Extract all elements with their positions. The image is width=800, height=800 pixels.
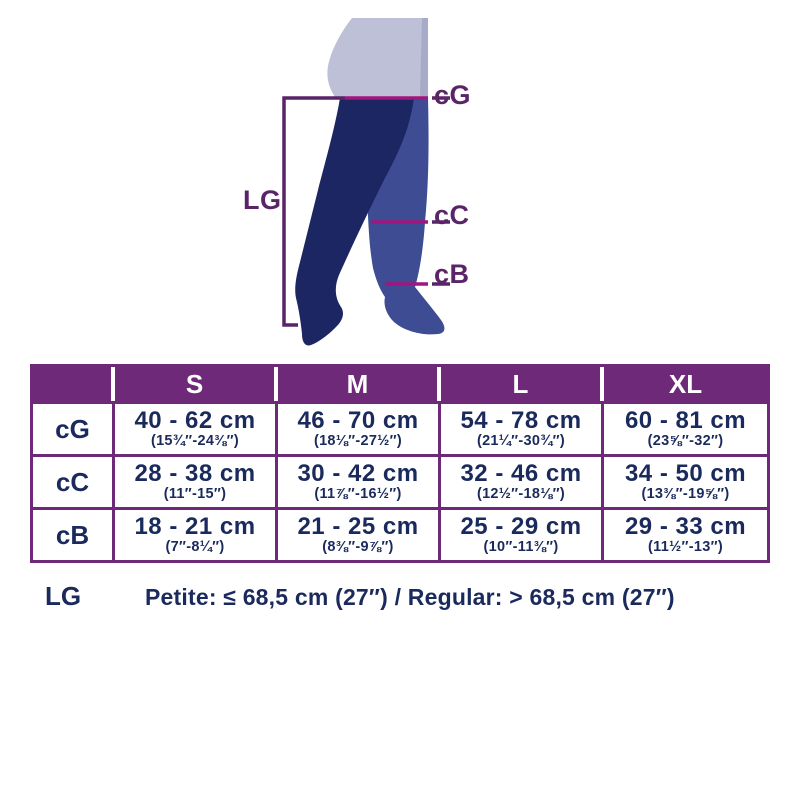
cm-range: 28 - 38 cm — [134, 459, 256, 487]
size-table-header-row: S M L XL — [33, 367, 767, 401]
inch-range: (8⅜″-9⅞″) — [322, 539, 394, 556]
leg-measurement-diagram: LG cG cC cB — [0, 0, 800, 360]
lg-footer-label: LG — [45, 581, 82, 611]
cm-range: 25 - 29 cm — [460, 512, 582, 540]
lg-footer-row: LG Petite: ≤ 68,5 cm (27″) / Regular: > … — [45, 581, 800, 612]
inch-range: (11½″-13″) — [648, 539, 723, 556]
cm-range: 46 - 70 cm — [297, 406, 419, 434]
cm-range: 18 - 21 cm — [134, 512, 256, 540]
cell-cc-s: 28 - 38 cm (11″-15″) — [115, 454, 278, 507]
cell-cg-s: 40 - 62 cm (15¾″-24⅜″) — [115, 401, 278, 454]
cm-range: 60 - 81 cm — [624, 406, 747, 434]
inch-range: (7″-8¼″) — [165, 539, 225, 556]
row-label-cg: cG — [33, 401, 115, 454]
inch-range: (11″-15″) — [163, 486, 227, 503]
lg-length-bracket — [282, 96, 345, 327]
cell-cb-m: 21 - 25 cm (8⅜″-9⅞″) — [278, 507, 441, 560]
cm-range: 54 - 78 cm — [460, 406, 582, 434]
cell-cb-xl: 29 - 33 cm (11½″-13″) — [604, 507, 767, 560]
cell-cc-xl: 34 - 50 cm (13⅜″-19⅝″) — [604, 454, 767, 507]
column-header-l: L — [441, 367, 604, 401]
cg-marker-label: cG — [434, 80, 472, 110]
inch-range: (12½″-18⅛″) — [476, 486, 566, 503]
corner-header-cell — [33, 367, 115, 401]
cell-cg-m: 46 - 70 cm (18⅛″-27½″) — [278, 401, 441, 454]
cm-range: 29 - 33 cm — [624, 512, 747, 540]
cell-cb-s: 18 - 21 cm (7″-8¼″) — [115, 507, 278, 560]
inch-range: (21¼″-30¾″) — [476, 433, 566, 450]
front-thigh-shape — [327, 18, 422, 97]
cm-range: 40 - 62 cm — [134, 406, 256, 434]
cb-marker-label: cB — [434, 259, 470, 289]
cell-cb-l: 25 - 29 cm (10″-11⅜″) — [441, 507, 604, 560]
lg-length-label: LG — [243, 185, 282, 215]
cell-cg-xl: 60 - 81 cm (23⅝″-32″) — [604, 401, 767, 454]
cm-range: 21 - 25 cm — [297, 512, 419, 540]
row-label-cb: cB — [33, 507, 115, 560]
cm-range: 30 - 42 cm — [297, 459, 419, 487]
table-row-cg: cG 40 - 62 cm (15¾″-24⅜″) 46 - 70 cm (18… — [33, 401, 767, 454]
column-header-xl: XL — [604, 367, 767, 401]
table-row-cc: cC 28 - 38 cm (11″-15″) 30 - 42 cm (11⅞″… — [33, 454, 767, 507]
row-label-cc: cC — [33, 454, 115, 507]
inch-range: (23⅝″-32″) — [647, 433, 724, 450]
cell-cg-l: 54 - 78 cm (21¼″-30¾″) — [441, 401, 604, 454]
cell-cc-l: 32 - 46 cm (12½″-18⅛″) — [441, 454, 604, 507]
column-header-m: M — [278, 367, 441, 401]
table-row-cb: cB 18 - 21 cm (7″-8¼″) 21 - 25 cm (8⅜″-9… — [33, 507, 767, 560]
cm-range: 34 - 50 cm — [624, 459, 747, 487]
column-header-s: S — [115, 367, 278, 401]
inch-range: (11⅞″-16½″) — [314, 486, 402, 503]
inch-range: (15¾″-24⅜″) — [150, 433, 240, 450]
front-leg-shape — [295, 98, 414, 346]
leg-illustration — [282, 18, 450, 346]
inch-range: (10″-11⅜″) — [483, 539, 559, 556]
inch-range: (13⅜″-19⅝″) — [641, 486, 730, 503]
cell-cc-m: 30 - 42 cm (11⅞″-16½″) — [278, 454, 441, 507]
cc-marker-label: cC — [434, 200, 470, 230]
lg-footer-text: Petite: ≤ 68,5 cm (27″) / Regular: > 68,… — [145, 584, 675, 610]
cm-range: 32 - 46 cm — [460, 459, 582, 487]
inch-range: (18⅛″-27½″) — [313, 433, 403, 450]
size-table: S M L XL cG 40 - 62 cm (15¾″-24⅜″) 46 - … — [30, 364, 770, 563]
